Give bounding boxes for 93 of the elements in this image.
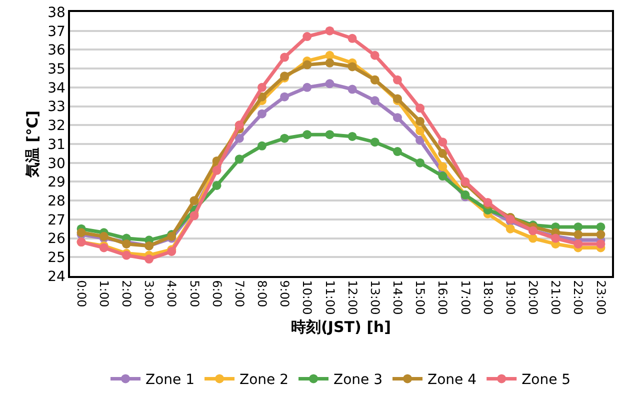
y-tick-label: 32 [48, 118, 66, 134]
point [438, 138, 448, 147]
point [392, 75, 402, 84]
legend-label: Zone 5 [522, 372, 571, 388]
x-tick-label: 15:00 [413, 280, 428, 315]
x-tick-label: 13:00 [368, 280, 382, 315]
point [416, 158, 425, 168]
x-tick-label: 22:00 [571, 280, 586, 315]
point [392, 147, 402, 156]
x-tick-label: 1:00 [96, 280, 111, 308]
y-tick-label: 30 [48, 156, 66, 172]
x-tick-label: 3:00 [142, 280, 156, 308]
y-tick-label: 33 [48, 99, 66, 116]
point [257, 109, 266, 118]
x-tick-label: 10:00 [300, 280, 314, 315]
point [574, 222, 583, 232]
y-tick-label: 36 [48, 42, 66, 59]
point [234, 154, 244, 164]
point [257, 141, 266, 150]
point [325, 26, 334, 36]
point [234, 134, 244, 143]
point [416, 116, 425, 126]
x-tick-label: 12:00 [345, 280, 360, 315]
legend-label: Zone 2 [240, 372, 288, 388]
x-tick-label: 14:00 [390, 280, 405, 315]
y-tick-label: 27 [48, 212, 66, 228]
x-tick-label: 2:00 [120, 280, 134, 308]
y-tick-label: 31 [48, 136, 66, 153]
point [302, 130, 312, 140]
point [574, 239, 583, 248]
y-tick-label: 26 [48, 231, 66, 248]
point [370, 50, 380, 60]
x-tick-label: 20:00 [526, 280, 540, 315]
point [596, 230, 606, 240]
point [325, 130, 334, 140]
point [528, 234, 538, 243]
point [144, 254, 154, 264]
y-tick-label: 35 [48, 61, 66, 78]
x-tick-label: 16:00 [436, 280, 450, 315]
point [438, 162, 448, 172]
x-tick-label: 19:00 [503, 280, 518, 315]
x-tick-label: 8:00 [255, 280, 270, 308]
point [596, 222, 606, 232]
point [280, 134, 290, 143]
point [325, 79, 334, 88]
x-tick-label: 17:00 [458, 280, 472, 315]
x-tick-label: 11:00 [322, 280, 337, 315]
point [302, 60, 312, 70]
point [348, 62, 357, 72]
point [280, 52, 290, 62]
legend-label: Zone 3 [334, 372, 382, 388]
point [302, 32, 312, 42]
y-axis-title: 気温 [℃] [23, 110, 42, 179]
x-tick-label: 7:00 [232, 280, 246, 308]
y-tick-label: 37 [48, 24, 66, 40]
y-tick-label: 34 [48, 80, 66, 96]
x-tick-label: 21:00 [548, 280, 563, 315]
y-tick-label: 24 [48, 268, 66, 285]
point [325, 58, 334, 68]
point [370, 96, 380, 106]
point [212, 180, 222, 190]
point [190, 196, 199, 206]
x-tick-label: 23:00 [594, 280, 608, 315]
x-tick-label: 9:00 [278, 280, 292, 308]
point [302, 82, 312, 92]
y-tick-label: 28 [48, 193, 66, 210]
x-axis-title: 時刻(JST) [h] [291, 318, 391, 336]
point [257, 82, 266, 92]
point [348, 84, 357, 94]
point [438, 172, 448, 181]
point [416, 126, 425, 136]
y-tick-label: 38 [48, 4, 66, 21]
point [280, 92, 290, 102]
legend-label: Zone 4 [428, 372, 477, 388]
x-tick-label: 6:00 [210, 280, 224, 308]
point [596, 239, 606, 248]
point [370, 138, 380, 147]
point [574, 230, 583, 240]
x-tick-label: 18:00 [480, 280, 495, 315]
y-tick-label: 29 [48, 174, 66, 191]
x-tick-label: 4:00 [164, 280, 179, 308]
point [416, 104, 425, 113]
x-tick-label: 5:00 [187, 280, 202, 308]
point [325, 50, 334, 60]
point [348, 132, 357, 141]
y-tick-label: 25 [48, 250, 66, 266]
point [348, 34, 357, 43]
point [392, 113, 402, 122]
point [212, 166, 222, 175]
point [506, 224, 515, 234]
point [438, 148, 448, 158]
x-tick-label: 0:00 [74, 280, 88, 308]
legend-label: Zone 1 [146, 372, 194, 388]
